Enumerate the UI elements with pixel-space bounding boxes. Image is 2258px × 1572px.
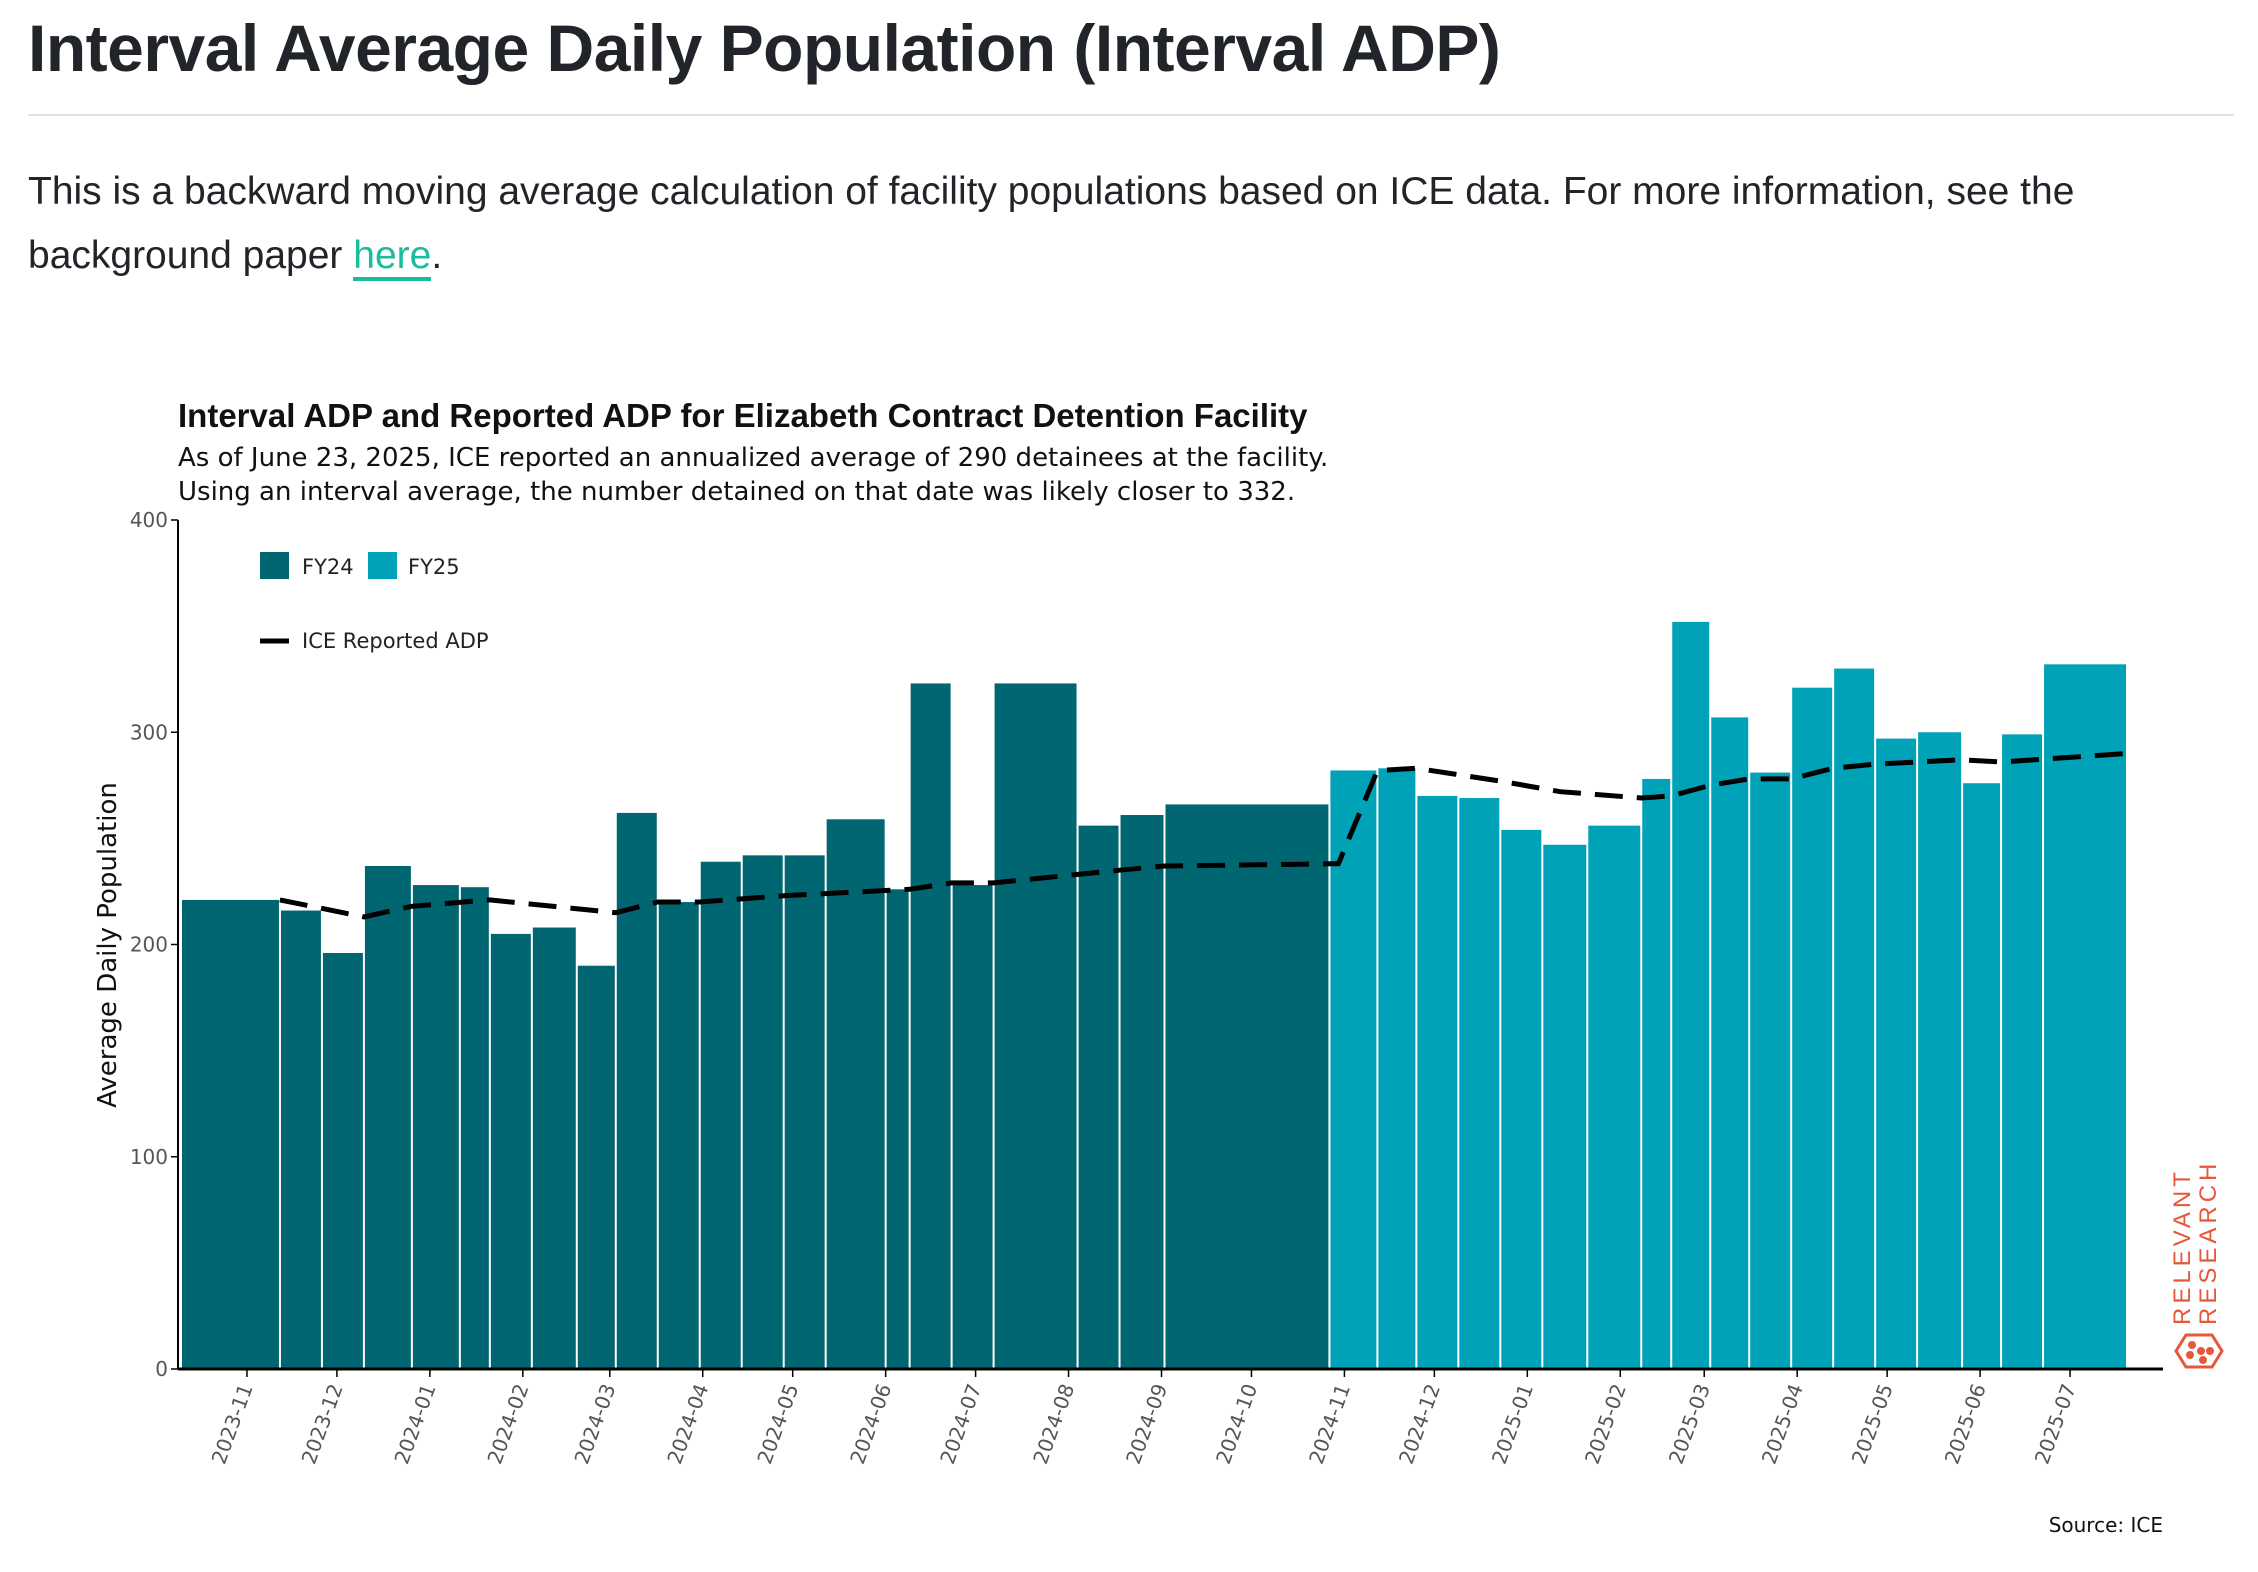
legend-label-ice: ICE Reported ADP bbox=[302, 629, 489, 653]
chart-subtitle-line-2: Using an interval average, the number de… bbox=[178, 477, 1295, 507]
legend-label-fy25: FY25 bbox=[408, 555, 460, 579]
logo-dot-icon bbox=[2199, 1356, 2207, 1364]
x-tick-label: 2024-10 bbox=[1211, 1381, 1262, 1468]
x-tick-label: 2025-04 bbox=[1757, 1381, 1808, 1468]
bar-fy25 bbox=[1918, 732, 1962, 1369]
bar-fy24 bbox=[700, 861, 741, 1369]
title-divider bbox=[28, 114, 2234, 116]
logo-text-relevant: RELEVANT bbox=[2169, 1168, 2196, 1325]
x-tick-label: 2024-04 bbox=[662, 1381, 713, 1468]
bar-fy25 bbox=[1588, 825, 1641, 1369]
y-axis: 0 100 200 300 400 bbox=[130, 508, 179, 1381]
bar-fy25 bbox=[1417, 795, 1458, 1369]
page-title: Interval Average Daily Population (Inter… bbox=[28, 11, 1501, 85]
bar-fy24 bbox=[994, 683, 1077, 1369]
bar-fy24 bbox=[616, 812, 657, 1369]
bar-fy25 bbox=[2044, 664, 2127, 1369]
source-note: Source: ICE bbox=[2049, 1513, 2163, 1537]
y-tick-label: 400 bbox=[130, 508, 168, 532]
logo-dot-icon bbox=[2206, 1347, 2214, 1355]
y-tick-label: 200 bbox=[130, 933, 168, 957]
bar-fy25 bbox=[2002, 734, 2043, 1369]
logo-dot-icon bbox=[2197, 1347, 2205, 1355]
bar-fy24 bbox=[322, 952, 363, 1369]
legend-swatch-fy25 bbox=[368, 552, 397, 579]
bar-fy24 bbox=[181, 899, 279, 1369]
x-tick-label: 2025-05 bbox=[1847, 1381, 1898, 1468]
intro-end: . bbox=[431, 234, 443, 277]
chart-subtitle-line-1: As of June 23, 2025, ICE reported an ann… bbox=[178, 443, 1328, 473]
intro-paragraph: This is a backward moving average calcul… bbox=[28, 160, 2238, 288]
bar-fy25 bbox=[1378, 768, 1416, 1369]
bar-fy24 bbox=[577, 965, 615, 1369]
bar-fy24 bbox=[784, 855, 825, 1369]
bar-fy24 bbox=[826, 819, 885, 1369]
bar-fy25 bbox=[1672, 621, 1710, 1369]
legend-swatch-fy24 bbox=[260, 552, 289, 579]
legend-label-fy24: FY24 bbox=[302, 555, 354, 579]
bar-fy24 bbox=[412, 885, 459, 1369]
x-tick-label: 2024-08 bbox=[1028, 1381, 1079, 1468]
x-tick-label: 2024-01 bbox=[389, 1381, 440, 1468]
bar-fy25 bbox=[1792, 687, 1833, 1369]
bar-fy24 bbox=[742, 855, 783, 1369]
x-tick-label: 2024-06 bbox=[845, 1381, 896, 1468]
bar-fy25 bbox=[1711, 717, 1749, 1369]
x-tick-label: 2023-11 bbox=[207, 1381, 258, 1468]
x-tick-label: 2023-12 bbox=[296, 1381, 347, 1468]
bar-fy24 bbox=[658, 902, 699, 1369]
x-tick-label: 2025-01 bbox=[1487, 1381, 1538, 1468]
bar-fy24 bbox=[364, 865, 411, 1369]
bar-fy24 bbox=[1120, 815, 1164, 1369]
x-tick-label: 2024-12 bbox=[1394, 1381, 1445, 1468]
x-tick-label: 2024-07 bbox=[935, 1381, 986, 1468]
logo-dot-icon bbox=[2188, 1341, 2196, 1349]
relevant-research-logo: RELEVANT RESEARCH bbox=[2169, 1160, 2224, 1369]
x-tick-label: 2024-03 bbox=[569, 1381, 620, 1468]
bar-fy25 bbox=[1543, 844, 1587, 1369]
logo-text-research: RESEARCH bbox=[2195, 1160, 2222, 1325]
bar-fy25 bbox=[1642, 778, 1671, 1369]
chart-title: Interval ADP and Reported ADP for Elizab… bbox=[178, 397, 1308, 434]
intro-text: This is a backward moving average calcul… bbox=[28, 170, 2075, 277]
logo-dot-icon bbox=[2186, 1351, 2194, 1359]
bar-fy25 bbox=[1834, 668, 1875, 1369]
bar-fy24 bbox=[532, 927, 576, 1369]
bar-fy24 bbox=[490, 933, 531, 1369]
x-axis: 2023-11 2023-12 2024-01 2024-02 2024-03 2024-… bbox=[178, 1367, 2163, 1468]
y-tick-label: 300 bbox=[130, 720, 168, 744]
x-tick-label: 2024-11 bbox=[1304, 1381, 1355, 1468]
x-tick-label: 2024-02 bbox=[482, 1381, 533, 1468]
bar-fy25 bbox=[1876, 738, 1917, 1369]
hexagon-icon bbox=[2174, 1333, 2224, 1369]
x-tick-label: 2024-09 bbox=[1121, 1381, 1172, 1468]
bar-fy25 bbox=[1963, 783, 2001, 1369]
x-tick-label: 2025-06 bbox=[1940, 1381, 1991, 1468]
bar-fy24 bbox=[886, 889, 909, 1369]
ice-reported-adp-line bbox=[279, 751, 2128, 920]
bar-fy25 bbox=[1750, 772, 1791, 1369]
y-axis-title: Average Daily Population bbox=[93, 782, 123, 1108]
bar-fy24 bbox=[1078, 825, 1119, 1369]
bar-fy24 bbox=[460, 887, 489, 1369]
x-tick-label: 2024-05 bbox=[752, 1381, 803, 1468]
bar-fy24 bbox=[910, 683, 951, 1369]
bar-fy24 bbox=[952, 885, 993, 1369]
x-tick-label: 2025-02 bbox=[1580, 1381, 1631, 1468]
bar-fy25 bbox=[1459, 798, 1500, 1369]
bar-fy24 bbox=[1165, 804, 1329, 1369]
bar-fy25 bbox=[1330, 770, 1377, 1369]
x-tick-label: 2025-07 bbox=[2030, 1381, 2081, 1468]
bar-fy24 bbox=[280, 910, 321, 1369]
x-tick-label: 2025-03 bbox=[1664, 1381, 1715, 1468]
legend: FY24 FY25 ICE Reported ADP bbox=[260, 552, 489, 653]
background-paper-link[interactable]: here bbox=[353, 234, 432, 281]
bars-group bbox=[181, 621, 2127, 1369]
y-tick-label: 0 bbox=[155, 1357, 168, 1381]
y-tick-label: 100 bbox=[130, 1145, 168, 1169]
bar-fy25 bbox=[1501, 829, 1542, 1369]
